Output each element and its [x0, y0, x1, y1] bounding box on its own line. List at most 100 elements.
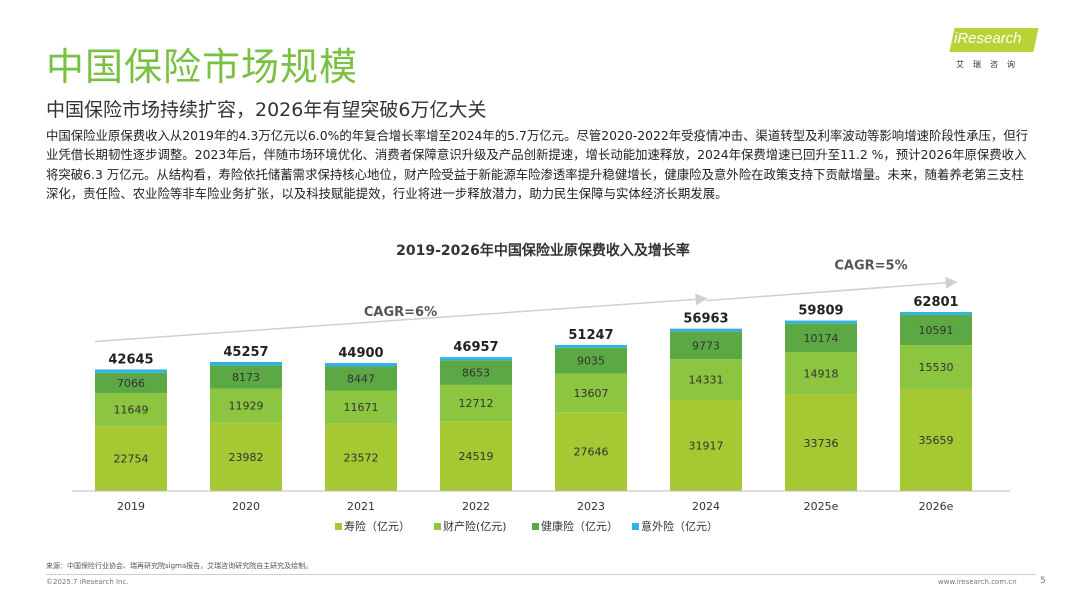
bar-segment — [95, 426, 167, 491]
legend-item: 财产险(亿元) — [434, 519, 507, 533]
iresearch-logo: iResearch 艾瑞咨询 — [949, 28, 1042, 72]
legend-swatch — [434, 523, 441, 530]
x-tick-label: 2020 — [232, 500, 260, 513]
bar-value-label: 35659 — [919, 434, 954, 447]
bar-value-label: 9773 — [692, 339, 720, 352]
bar-value-label: 12712 — [459, 397, 494, 410]
bar-total-label: 42645 — [108, 352, 153, 367]
body-paragraph: 中国保险业原保费收入从2019年的4.3万亿元以6.0%的年复合增长率增至202… — [46, 128, 1029, 202]
bar-segment — [900, 312, 972, 315]
bar-total-label: 45257 — [223, 345, 268, 360]
bar-total-label: 44900 — [338, 346, 383, 361]
bar-segment — [670, 359, 742, 401]
bar-segment — [670, 400, 742, 491]
bar-segment — [210, 362, 282, 366]
bar-value-label: 7066 — [117, 377, 145, 390]
bar-segment — [95, 372, 167, 393]
bar-segment — [325, 390, 397, 424]
bar-value-label: 10591 — [919, 324, 954, 337]
bar-segment — [670, 331, 742, 360]
legend-swatch — [632, 523, 639, 530]
bar-value-label: 11671 — [344, 401, 379, 414]
bar-segment — [210, 365, 282, 389]
bar-value-label: 8173 — [232, 371, 260, 384]
legend-item: 健康险（亿元） — [532, 519, 618, 533]
bar-value-label: 24519 — [459, 450, 494, 463]
bar-total-label: 56963 — [683, 312, 728, 327]
bar-segment — [210, 388, 282, 423]
bar-segment — [785, 394, 857, 491]
bar-segment — [440, 357, 512, 361]
bar-segment — [785, 323, 857, 353]
logo-subtitle: 艾瑞咨询 — [956, 60, 1024, 69]
bar-segment — [555, 373, 627, 413]
x-tick-label: 2024 — [692, 500, 720, 513]
chart-title: 2019-2026年中国保险业原保费收入及增长率 — [396, 242, 690, 259]
bar-segment — [440, 360, 512, 385]
bar-value-label: 22754 — [114, 453, 149, 466]
bar-value-label: 27646 — [574, 446, 609, 459]
bar-segment — [670, 328, 742, 332]
bar-value-label: 23982 — [229, 451, 264, 464]
bar-value-label: 10174 — [804, 332, 839, 345]
bar-total-label: 59809 — [798, 304, 843, 319]
bar-value-label: 11929 — [229, 400, 264, 413]
bar-value-label: 8447 — [347, 373, 375, 386]
bar-value-label: 13607 — [574, 387, 609, 400]
bar-value-label: 23572 — [344, 451, 379, 464]
bar-total-label: 62801 — [913, 295, 958, 310]
logo-text: iResearch — [954, 30, 1022, 47]
footer-source: 来源：中国保险行业协会、瑞再研究院sigma报告，艾瑞咨询研究院自主研究及绘制。 — [46, 562, 313, 570]
bar-segment — [95, 369, 167, 373]
footer-url: www.iresearch.com.cn — [938, 578, 1017, 586]
bar-value-label: 11649 — [114, 404, 149, 417]
bar-segment — [900, 389, 972, 491]
bar-segment — [440, 384, 512, 422]
legend-swatch — [532, 523, 539, 530]
legend-swatch — [335, 523, 342, 530]
bar-segment — [785, 320, 857, 324]
bar-value-label: 14918 — [804, 368, 839, 381]
footer-copyright: ©2025.7 iResearch Inc. — [46, 578, 129, 586]
page-title: 中国保险市场规模 — [46, 45, 359, 89]
bar-segment — [440, 421, 512, 491]
legend-label: 意外险（亿元） — [641, 519, 718, 533]
bar-segment — [555, 412, 627, 491]
page-subtitle: 中国保险市场持续扩容，2026年有望突破6万亿大关 — [46, 99, 487, 121]
cagr-arrow-line — [94, 293, 708, 343]
x-tick-label: 2026e — [919, 500, 954, 513]
bar-total-label: 51247 — [568, 328, 613, 343]
cagr-label: CAGR=6% — [364, 305, 437, 320]
bar-value-label: 8653 — [462, 367, 490, 380]
legend-label: 健康险（亿元） — [541, 519, 618, 533]
legend-item: 寿险（亿元） — [335, 519, 410, 533]
x-tick-label: 2019 — [117, 500, 145, 513]
bar-segment — [900, 345, 972, 390]
bar-segment — [210, 422, 282, 491]
stacked-bar-chart: 2019-2026年中国保险业原保费收入及增长率 CAGR=6%CAGR=5% … — [72, 242, 1010, 533]
bar-value-label: 15530 — [919, 361, 954, 374]
bar-segment — [325, 423, 397, 491]
bar-value-label: 14331 — [689, 374, 724, 387]
cagr-arrow-line — [705, 276, 958, 302]
x-tick-label: 2021 — [347, 500, 375, 513]
bar-segment — [325, 366, 397, 391]
bar-segment — [325, 363, 397, 367]
bar-segment — [785, 352, 857, 395]
legend-label: 寿险（亿元） — [344, 519, 410, 533]
footer-divider — [46, 574, 1036, 575]
legend-item: 意外险（亿元） — [632, 519, 718, 533]
bar-segment — [95, 392, 167, 427]
bar-value-label: 33736 — [804, 437, 839, 450]
x-tick-label: 2025e — [804, 500, 839, 513]
legend-label: 财产险(亿元) — [443, 519, 507, 533]
bar-segment — [900, 314, 972, 346]
bar-value-label: 9035 — [577, 355, 605, 368]
bar-value-label: 31917 — [689, 440, 724, 453]
x-tick-label: 2022 — [462, 500, 490, 513]
bar-segment — [555, 344, 627, 348]
bar-total-label: 46957 — [453, 340, 498, 355]
bar-segment — [555, 347, 627, 374]
page-number: 5 — [1040, 576, 1046, 586]
cagr-label: CAGR=5% — [834, 258, 907, 273]
